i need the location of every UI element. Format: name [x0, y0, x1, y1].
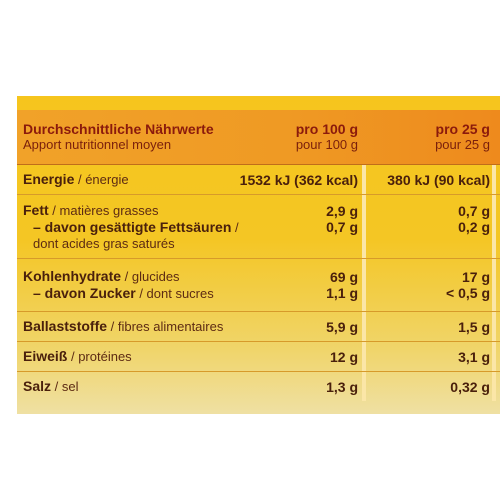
value-25g: 1,5 g	[373, 312, 490, 341]
label-de: Salz	[23, 378, 52, 394]
value-100g-text: 1,3 g	[326, 378, 358, 395]
label-de: Energie	[23, 171, 75, 187]
column-separator	[362, 372, 366, 401]
value-25g-text: 3,1 g	[458, 348, 490, 365]
row-label: Kohlenhydrate / glucides – davon Zucker …	[23, 259, 268, 311]
table-row-carbs: Kohlenhydrate / glucides – davon Zucker …	[17, 259, 500, 312]
table-row-fat: Fett / matières grasses – davon gesättig…	[17, 195, 500, 259]
label-fr: /	[231, 219, 239, 235]
header-label: Durchschnittliche Nährwerte Apport nutri…	[23, 110, 268, 164]
value-100g-text: 5,9 g	[326, 318, 358, 335]
value-100g-text: 0,7 g	[326, 219, 358, 235]
column-separator	[492, 342, 496, 371]
value-100g-text: 12 g	[329, 348, 358, 365]
value-100g: 1532 kJ (362 kcal)	[240, 165, 358, 194]
nutrition-table: Durchschnittliche Nährwerte Apport nutri…	[17, 110, 500, 401]
label-de: Fett	[23, 201, 49, 218]
value-100g-text: 69 g	[329, 269, 358, 285]
table-row-energy: Energie / énergie 1532 kJ (362 kcal) 380…	[17, 165, 500, 195]
label-de: Ballaststoffe	[23, 318, 108, 334]
label-fr: / sel	[51, 379, 79, 394]
header-title-de: Durchschnittliche Nährwerte	[23, 121, 214, 137]
label-fr: / fibres alimentaires	[107, 319, 224, 334]
value-25g-text: < 0,5 g	[446, 285, 490, 301]
value-100g: 5,9 g	[265, 312, 358, 341]
row-label: Ballaststoffe / fibres alimentaires	[23, 312, 268, 341]
value-100g: 69 g 1,1 g	[265, 259, 358, 311]
value-100g-text: 1,1 g	[326, 285, 358, 301]
label-de: – davon Zucker	[33, 285, 136, 301]
header-col2-de: pro 25 g	[435, 121, 490, 137]
label-fr: / dont sucres	[135, 286, 214, 301]
value-25g-text: 380 kJ (90 kcal)	[387, 171, 490, 188]
row-label: Salz / sel	[23, 372, 268, 401]
header-col1-fr: pour 100 g	[295, 137, 358, 152]
column-separator	[492, 165, 496, 194]
label-fr: / matières grasses	[48, 202, 159, 218]
row-label: Energie / énergie	[23, 165, 268, 194]
value-25g: 3,1 g	[373, 342, 490, 371]
label-fr: / protéines	[67, 349, 132, 364]
value-100g: 12 g	[265, 342, 358, 371]
label-de: – davon gesättigte Fettsäuren	[33, 218, 232, 235]
header-col1-de: pro 100 g	[295, 121, 358, 137]
value-25g-text: 17 g	[461, 269, 490, 285]
row-label: Eiweiß / protéines	[23, 342, 268, 371]
label-fr: / glucides	[121, 269, 180, 284]
label-de: Eiweiß	[23, 348, 68, 364]
column-separator	[362, 259, 366, 311]
value-25g-text: 0,7 g	[458, 203, 490, 219]
header-title-fr: Apport nutritionnel moyen	[23, 137, 172, 152]
label-fr: dont acides gras saturés	[33, 235, 175, 251]
value-25g: 0,32 g	[373, 372, 490, 401]
table-row-fiber: Ballaststoffe / fibres alimentaires 5,9 …	[17, 312, 500, 342]
table-header: Durchschnittliche Nährwerte Apport nutri…	[17, 110, 500, 165]
value-25g: 380 kJ (90 kcal)	[373, 165, 490, 194]
value-100g: 2,9 g 0,7 g	[265, 195, 358, 266]
column-separator	[362, 195, 366, 258]
column-separator	[362, 342, 366, 371]
value-25g-text: 0,2 g	[458, 219, 490, 235]
value-25g-text: 0,32 g	[450, 378, 490, 395]
table-row-protein: Eiweiß / protéines 12 g 3,1 g	[17, 342, 500, 372]
value-25g-text: 1,5 g	[458, 318, 490, 335]
value-25g: 0,7 g 0,2 g	[373, 195, 490, 266]
value-100g-text: 2,9 g	[326, 203, 358, 219]
value-100g: 1,3 g	[265, 372, 358, 401]
column-separator	[492, 195, 496, 258]
column-separator	[362, 165, 366, 194]
header-col-100g: pro 100 g pour 100 g	[265, 110, 358, 164]
label-fr: / énergie	[74, 172, 129, 187]
row-label: Fett / matières grasses – davon gesättig…	[23, 195, 268, 258]
header-col2-fr: pour 25 g	[435, 137, 490, 152]
value-100g-text: 1532 kJ (362 kcal)	[239, 171, 358, 188]
column-separator	[492, 372, 496, 401]
header-col-25g: pro 25 g pour 25 g	[373, 110, 490, 164]
column-separator	[492, 312, 496, 341]
column-separator	[362, 312, 366, 341]
label-de: Kohlenhydrate	[23, 268, 122, 284]
column-separator	[492, 259, 496, 311]
table-row-salt: Salz / sel 1,3 g 0,32 g	[17, 372, 500, 401]
value-25g: 17 g < 0,5 g	[373, 259, 490, 311]
